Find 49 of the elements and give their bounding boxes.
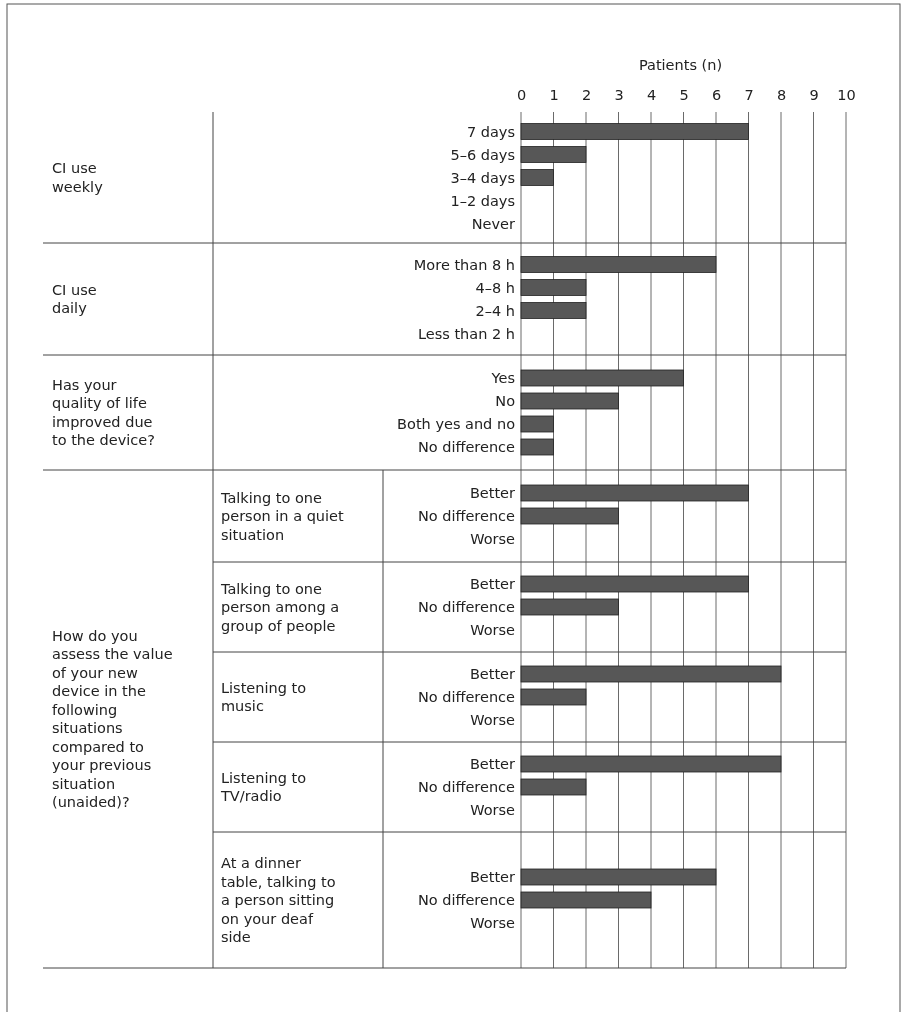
x-tick-label: 9 xyxy=(809,87,819,103)
y-tick-label: More than 8 h xyxy=(413,256,515,273)
text: At a dinner table, talking to a person sitting on your deaf side xyxy=(221,855,336,945)
x-tick-label: 1 xyxy=(549,87,559,103)
x-tick-label: 4 xyxy=(646,87,657,103)
x-tick-label: 5 xyxy=(679,87,689,103)
y-tick-label: Better xyxy=(469,869,516,885)
y-tick-label: Better xyxy=(469,485,516,501)
x-tick-label: 2 xyxy=(581,87,592,103)
y-tick-label: Both yes and no xyxy=(397,416,516,432)
y-tick-label: Yes xyxy=(490,370,515,386)
y-tick-label: 4–8 h xyxy=(475,279,515,296)
y-tick-label: 3–4 days xyxy=(450,169,515,186)
y-tick-label: 2–4 h xyxy=(475,302,515,319)
text: CI use weekly xyxy=(52,160,104,195)
y-tick-label: 7 days xyxy=(466,123,515,140)
y-tick-label: Less than 2 h xyxy=(417,325,515,342)
y-tick-label: Never xyxy=(471,215,516,232)
x-axis-title: Patients (n) xyxy=(638,57,723,73)
y-tick-label: 1–2 days xyxy=(450,192,515,209)
y-tick-label: Worse xyxy=(470,712,516,728)
x-tick-label: 6 xyxy=(711,87,722,103)
x-tick-label: 7 xyxy=(744,87,754,103)
text: How do you assess the value of your new device in the following situations compared to your previous situation (unaided)? xyxy=(52,627,173,811)
y-tick-label: Worse xyxy=(470,531,516,547)
x-tick-label: 10 xyxy=(837,87,856,103)
y-tick-label: No xyxy=(495,393,516,409)
text: Talking to one person in a quiet situation xyxy=(220,489,344,543)
y-tick-label: Better xyxy=(469,576,516,592)
y-tick-label: No difference xyxy=(417,599,516,615)
text: Listening to TV/radio xyxy=(220,769,307,805)
y-tick-label: No difference xyxy=(417,779,516,795)
x-tick-label: 8 xyxy=(776,87,787,103)
y-tick-label: Better xyxy=(469,666,516,682)
x-tick-label: 0 xyxy=(516,87,527,103)
y-tick-label: No difference xyxy=(417,508,516,524)
y-tick-label: Worse xyxy=(470,622,516,638)
y-tick-label: No difference xyxy=(417,689,516,705)
y-tick-label: Worse xyxy=(470,915,516,931)
y-tick-label: 5–6 days xyxy=(450,146,515,163)
text: Listening to music xyxy=(221,679,307,715)
y-tick-label: No difference xyxy=(417,892,516,908)
x-tick-label: 3 xyxy=(614,87,624,103)
y-tick-label: Better xyxy=(469,756,516,772)
y-tick-label: Worse xyxy=(470,802,516,818)
y-tick-label: No difference xyxy=(417,439,516,455)
text: Has your quality of life improved due to the device? xyxy=(52,376,155,449)
text: Talking to one person among a group of people xyxy=(220,580,340,634)
text: CI use daily xyxy=(52,281,97,317)
